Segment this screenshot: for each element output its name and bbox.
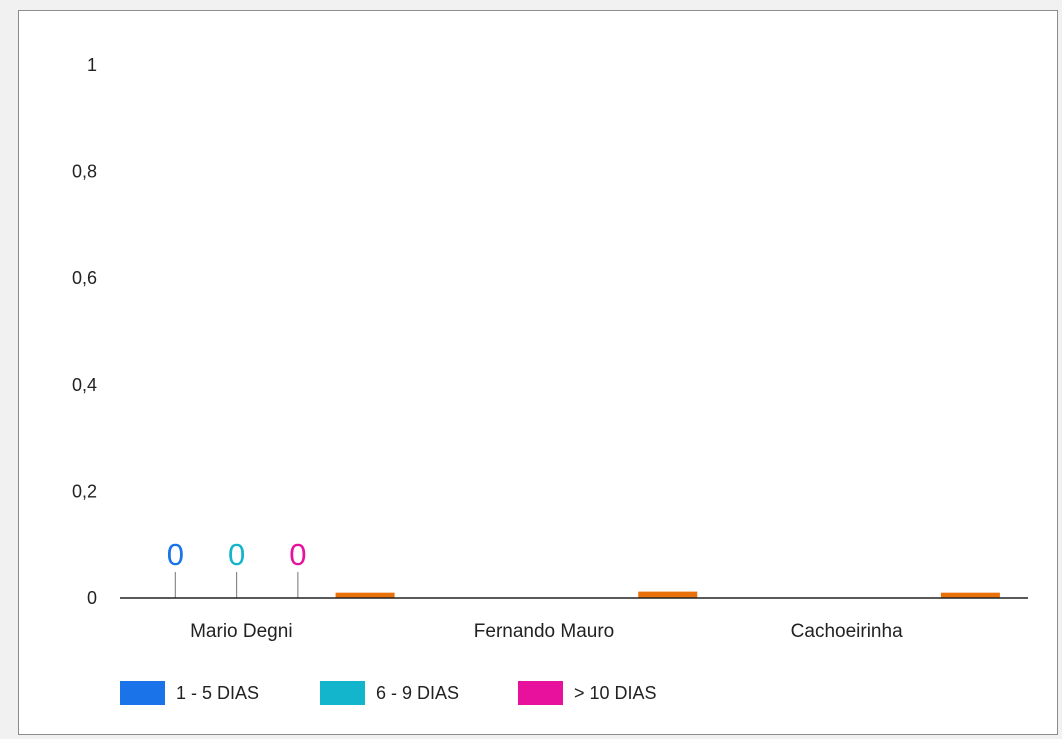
x-tick-label: Mario Degni	[190, 621, 292, 642]
y-tick-label: 0,2	[72, 481, 97, 501]
y-tick-label: 0,6	[72, 268, 97, 288]
legend-swatch	[518, 681, 563, 705]
bar	[940, 592, 1000, 598]
data-label: 0	[289, 537, 306, 572]
legend-label: 6 - 9 DIAS	[376, 683, 459, 703]
y-tick-label: 0,4	[72, 375, 97, 395]
y-tick-label: 1	[87, 55, 97, 75]
bar	[638, 591, 698, 598]
legend-label: > 10 DIAS	[574, 683, 657, 703]
bar	[335, 592, 395, 598]
legend-swatch	[120, 681, 165, 705]
data-label: 0	[228, 537, 245, 572]
y-axis-labels: 0 0,2 0,4 0,6 0,8 1	[72, 55, 97, 608]
legend: 1 - 5 DIAS 6 - 9 DIAS > 10 DIAS	[120, 681, 657, 705]
bars	[335, 591, 1000, 598]
chart-card	[18, 10, 1058, 735]
x-tick-label: Fernando Mauro	[474, 621, 614, 642]
x-tick-label: Cachoeirinha	[791, 621, 903, 642]
legend-swatch	[320, 681, 365, 705]
data-labels: 0 0 0	[167, 537, 306, 598]
legend-label: 1 - 5 DIAS	[176, 683, 259, 703]
y-tick-label: 0,8	[72, 162, 97, 182]
y-tick-label: 0	[87, 588, 97, 608]
x-axis-labels: Mario Degni Fernando Mauro Cachoeirinha	[190, 621, 903, 642]
data-label: 0	[167, 537, 184, 572]
